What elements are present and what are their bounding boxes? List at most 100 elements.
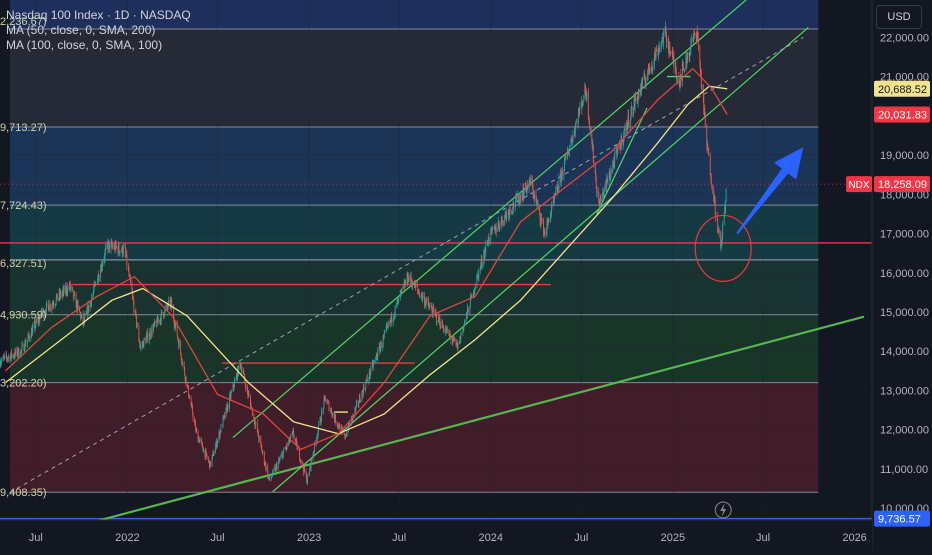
fib-zone-top[interactable] bbox=[10, 0, 818, 29]
candle-body bbox=[294, 437, 295, 439]
candle-body bbox=[683, 65, 684, 68]
candle-body bbox=[280, 458, 281, 460]
candle-body bbox=[97, 280, 98, 284]
candle-body bbox=[119, 245, 120, 251]
price-tick-label: 17,000.00 bbox=[880, 229, 929, 241]
candle-body bbox=[15, 350, 16, 353]
fib-level-label: 3,202.20) bbox=[0, 378, 46, 390]
candle-body bbox=[726, 189, 727, 199]
candle-body bbox=[541, 218, 542, 219]
candle-body bbox=[189, 398, 190, 399]
candle-body bbox=[437, 322, 438, 323]
candle-body bbox=[137, 326, 138, 327]
candle-body bbox=[248, 394, 249, 396]
candle-body bbox=[200, 440, 201, 441]
candle-body bbox=[22, 345, 23, 346]
candle-body bbox=[468, 309, 469, 313]
candle-body bbox=[136, 315, 137, 326]
candle-body bbox=[266, 467, 267, 470]
candle-body bbox=[27, 340, 28, 344]
candle-body bbox=[691, 39, 692, 44]
candle-body bbox=[589, 119, 590, 127]
candle-body bbox=[245, 383, 246, 388]
currency-button[interactable]: USD bbox=[876, 5, 922, 29]
candle-body bbox=[50, 304, 51, 309]
candle-body bbox=[313, 455, 314, 461]
candle-body bbox=[527, 186, 528, 189]
candle-body bbox=[67, 287, 68, 293]
candle-body bbox=[336, 422, 337, 423]
candle-body bbox=[269, 478, 270, 480]
candle-body bbox=[457, 342, 458, 350]
candle-body bbox=[478, 270, 479, 278]
candle-body bbox=[416, 285, 417, 286]
candle-body bbox=[276, 465, 277, 470]
candle-body bbox=[133, 303, 134, 313]
candle-body bbox=[196, 429, 197, 431]
candle-body bbox=[25, 344, 26, 346]
candle-body bbox=[360, 401, 361, 402]
candle-body bbox=[73, 290, 74, 291]
candle-body bbox=[656, 49, 657, 50]
candle-body bbox=[715, 200, 716, 213]
candle-body bbox=[99, 278, 100, 280]
fib-level-label: 7,724.43) bbox=[0, 200, 46, 212]
candle-body bbox=[524, 191, 525, 197]
candle-body bbox=[405, 283, 406, 284]
candle-body bbox=[476, 276, 477, 287]
candle-body bbox=[53, 305, 54, 306]
candle-body bbox=[538, 205, 539, 206]
candle-body bbox=[628, 115, 629, 127]
candle-body bbox=[586, 92, 587, 99]
candle-body bbox=[384, 332, 385, 334]
symbol-tag-label: NDX bbox=[848, 180, 869, 191]
candle-body bbox=[186, 377, 187, 385]
candle-body bbox=[151, 328, 152, 336]
candle-body bbox=[409, 276, 410, 280]
candle-body bbox=[217, 440, 218, 444]
time-tick-label: 2026 bbox=[842, 532, 866, 544]
candle-body bbox=[496, 228, 497, 232]
fib-zone[interactable] bbox=[10, 127, 818, 205]
candle-body bbox=[624, 130, 625, 136]
candle-body bbox=[234, 381, 235, 387]
fib-zone[interactable] bbox=[10, 205, 818, 260]
candle-body bbox=[460, 334, 461, 338]
candle-body bbox=[370, 366, 371, 373]
fib-zone[interactable] bbox=[10, 29, 818, 127]
candle-body bbox=[600, 198, 601, 201]
price-badge-label: 9,736.57 bbox=[878, 514, 921, 526]
candle-body bbox=[5, 355, 6, 356]
candle-body bbox=[517, 194, 518, 201]
candle-body bbox=[412, 285, 413, 287]
fib-zone[interactable] bbox=[10, 260, 818, 315]
candle-body bbox=[417, 285, 418, 289]
candle-body bbox=[388, 323, 389, 327]
candle-body bbox=[308, 475, 309, 476]
candle-body bbox=[506, 213, 507, 218]
candle-body bbox=[604, 187, 605, 193]
fib-zone[interactable] bbox=[10, 315, 818, 383]
candle-body bbox=[346, 433, 347, 437]
candle-body bbox=[214, 453, 215, 455]
price-tick-label: 14,000.00 bbox=[880, 346, 929, 358]
candle-body bbox=[708, 150, 709, 156]
candle-body bbox=[207, 456, 208, 458]
price-tick-label: 12,000.00 bbox=[880, 425, 929, 437]
candle-body bbox=[349, 424, 350, 426]
fib-level-label: 9,713.27) bbox=[0, 122, 46, 134]
candle-body bbox=[499, 227, 500, 228]
time-tick-label: Jul bbox=[756, 532, 770, 544]
candle-body bbox=[548, 219, 549, 221]
candle-body bbox=[402, 289, 403, 290]
price-tick-label: 22,000.00 bbox=[880, 32, 929, 44]
candle-body bbox=[94, 284, 95, 289]
candle-body bbox=[534, 195, 535, 199]
time-tick-label: Jul bbox=[392, 532, 406, 544]
time-tick-label: 2022 bbox=[115, 532, 139, 544]
candle-body bbox=[318, 424, 319, 431]
candle-body bbox=[687, 52, 688, 57]
